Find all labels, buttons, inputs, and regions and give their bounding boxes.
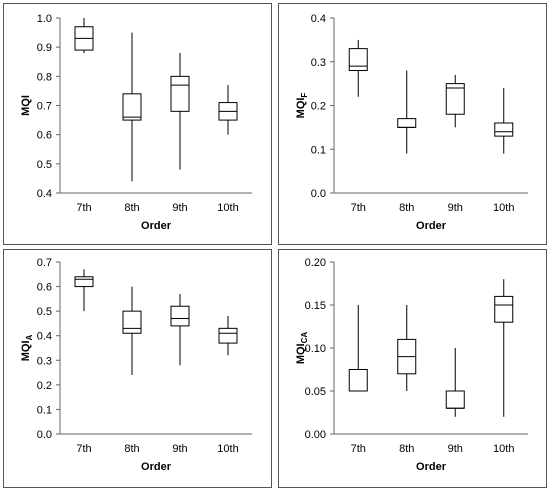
- y-tick-label: 0.4: [311, 13, 326, 25]
- panel-frame: [3, 3, 272, 245]
- box-plot-9th: [445, 74, 465, 128]
- y-tick-label: 0.0: [37, 429, 52, 441]
- chart-panel: 0.0 0.1 0.2 0.3 0.4 0.5 0.6 0.7 7th 8th 9th 10th Ord…: [3, 249, 272, 488]
- box-plot-8th: [397, 70, 417, 154]
- x-tick-label: 9th: [172, 202, 187, 214]
- box-plot-7th: [348, 305, 368, 392]
- box: [348, 48, 368, 71]
- y-axis-label: MQICA: [295, 332, 309, 365]
- chart-panel: 0.4 0.5 0.6 0.7 0.8 0.9 1.0 7th 8th 9th 10th Order M…: [3, 3, 272, 245]
- x-tick-label: 7th: [351, 202, 366, 214]
- y-axis-label-subscript: F: [300, 93, 309, 98]
- box-plot-10th: [494, 279, 514, 417]
- y-tick-label: 0.0: [311, 188, 326, 200]
- y-tick-label: 1.0: [37, 13, 52, 25]
- box: [494, 122, 514, 137]
- box-plot-7th: [74, 18, 94, 53]
- x-tick-label: 7th: [76, 443, 91, 455]
- x-tick-label: 8th: [399, 443, 414, 455]
- chart-panel: 0.0 0.1 0.2 0.3 0.4 7th 8th 9th 10th Order MQIF: [278, 3, 547, 245]
- x-tick-label: 9th: [448, 443, 463, 455]
- y-tick-label: 0.1: [311, 144, 326, 156]
- y-tick-label: 0.05: [305, 386, 326, 398]
- y-tick-label: 0.6: [37, 282, 52, 294]
- box: [74, 276, 94, 288]
- x-axis-label: Order: [141, 220, 172, 232]
- y-tick-label: 0.7: [37, 101, 52, 113]
- chart-panel: 0.00 0.05 0.10 0.15 0.20 7th 8th 9th 10th Order MQ…: [278, 249, 547, 488]
- y-axis-label-subscript: A: [25, 335, 34, 341]
- y-tick-label: 0.3: [37, 355, 52, 367]
- x-tick-label: 7th: [351, 443, 366, 455]
- y-tick-label: 0.7: [37, 257, 52, 269]
- box: [494, 295, 514, 323]
- box-plot-8th: [122, 286, 142, 376]
- box: [348, 369, 368, 392]
- y-tick-label: 0.4: [37, 188, 52, 200]
- x-axis-label: Order: [141, 461, 172, 473]
- y-tick-label: 0.2: [311, 101, 326, 113]
- box: [122, 93, 142, 121]
- x-tick-label: 10th: [493, 202, 514, 214]
- y-tick-label: 0.10: [305, 343, 326, 355]
- x-axis-label: Order: [416, 461, 447, 473]
- box: [445, 390, 465, 409]
- box: [397, 118, 417, 128]
- panel-frame: [3, 249, 272, 488]
- box-plot-7th: [74, 269, 94, 312]
- x-tick-label: 10th: [217, 202, 238, 214]
- x-tick-label: 10th: [217, 443, 238, 455]
- y-tick-label: 0.8: [37, 71, 52, 83]
- box: [170, 75, 190, 112]
- y-tick-label: 0.3: [311, 57, 326, 69]
- box: [122, 310, 142, 334]
- x-tick-label: 9th: [448, 202, 463, 214]
- box-plot-9th: [170, 293, 190, 366]
- y-axis-label: MQIF: [295, 93, 309, 119]
- box-plot-10th: [218, 85, 238, 135]
- box-plot-9th: [445, 348, 465, 417]
- y-tick-label: 0.5: [37, 306, 52, 318]
- box-plot-9th: [170, 53, 190, 170]
- x-tick-label: 8th: [124, 202, 139, 214]
- box-plot-10th: [218, 316, 238, 356]
- y-tick-label: 0.9: [37, 42, 52, 54]
- y-axis-label: MQI: [20, 95, 32, 116]
- y-tick-label: 0.20: [305, 257, 326, 269]
- x-tick-label: 10th: [493, 443, 514, 455]
- y-tick-label: 0.5: [37, 159, 52, 171]
- x-tick-label: 8th: [399, 202, 414, 214]
- y-tick-label: 0.00: [305, 429, 326, 441]
- y-axis-label: MQIA: [20, 335, 34, 362]
- x-axis-label: Order: [416, 220, 447, 232]
- y-axis-label-subscript: CA: [300, 332, 309, 344]
- x-tick-label: 7th: [76, 202, 91, 214]
- box-plot-8th: [122, 32, 142, 182]
- box-plot-8th: [397, 305, 417, 391]
- box: [170, 305, 190, 327]
- x-tick-label: 9th: [172, 443, 187, 455]
- x-tick-label: 8th: [124, 443, 139, 455]
- y-tick-label: 0.1: [37, 404, 52, 416]
- y-tick-label: 0.2: [37, 380, 52, 392]
- y-tick-label: 0.15: [305, 300, 326, 312]
- box-plot-7th: [348, 39, 368, 97]
- box: [445, 83, 465, 115]
- box: [218, 327, 238, 344]
- y-tick-label: 0.6: [37, 130, 52, 142]
- box-plot-10th: [494, 88, 514, 154]
- y-tick-label: 0.4: [37, 331, 52, 343]
